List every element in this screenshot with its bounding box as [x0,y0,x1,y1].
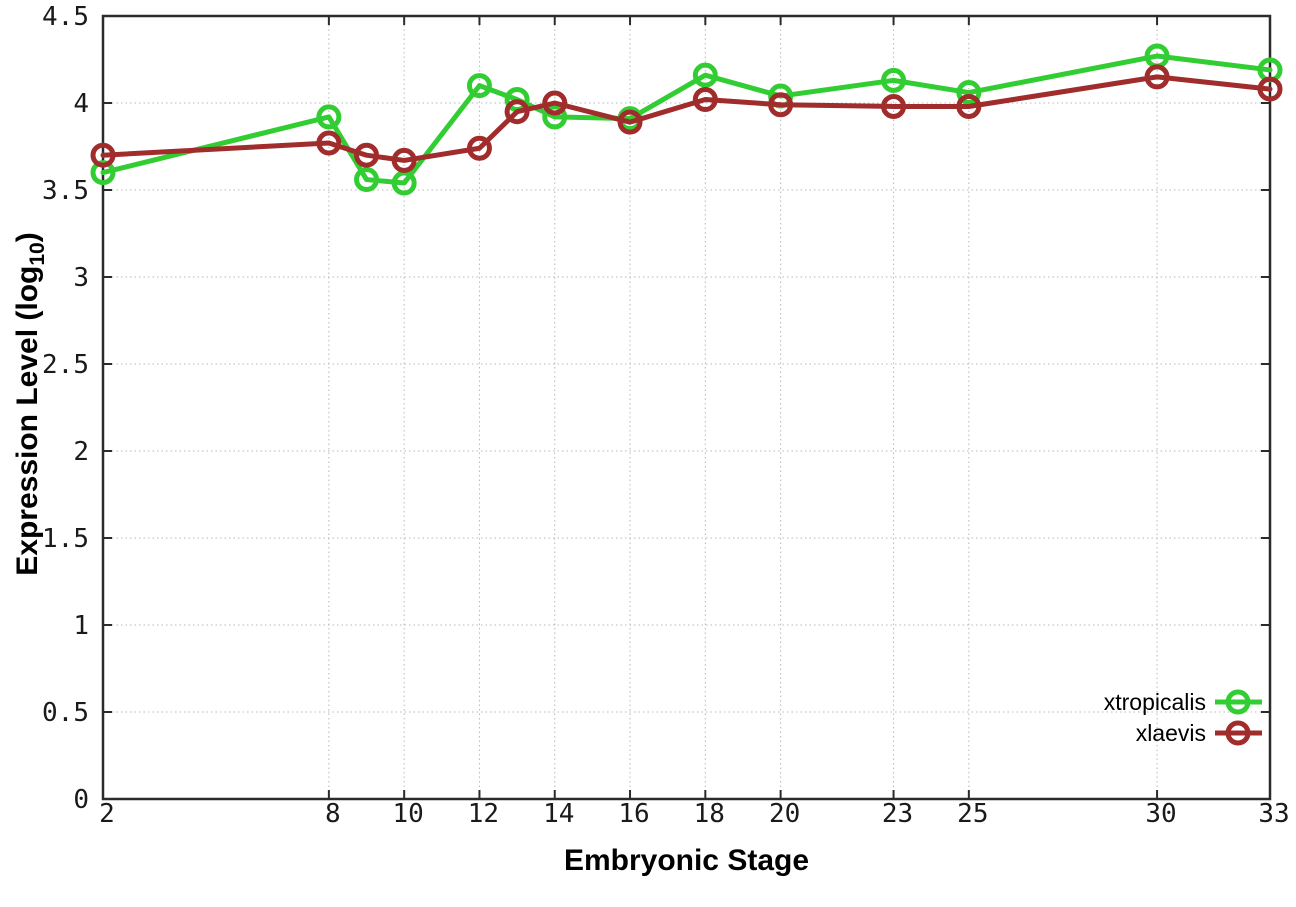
series-line [100,53,1273,186]
data-point-marker [354,142,380,168]
data-point-marker [466,135,492,161]
series-xtropicalis [90,43,1283,196]
x-tick-label: 23 [882,799,913,829]
y-tick-label: 0.5 [42,698,89,728]
data-point-marker [1144,64,1170,90]
data-point-marker [542,90,568,116]
data-point-marker [90,142,116,168]
series-xlaevis [90,64,1283,173]
data-point-marker [617,109,643,135]
data-point-marker [542,104,568,130]
plot-border [101,14,1272,801]
data-point-marker [316,104,342,130]
y-tick-labels: 0 0.5 1 1.5 2 2.5 3 3.5 4 4.5 [42,2,89,815]
data-point-marker [354,167,380,193]
legend-marker-sample [1225,689,1251,715]
y-axis-title-subscript: 10 [26,242,49,266]
legend-marker-sample [1225,720,1251,746]
y-tick-label: 1 [73,611,89,641]
data-point-marker [692,62,718,88]
y-axis-title-suffix: ) [11,232,44,243]
legend-item-xlaevis: xlaevis [1136,720,1262,746]
x-tick-label: 30 [1145,799,1176,829]
data-point-marker [391,170,417,196]
x-tick-label: 20 [769,799,800,829]
x-tick-label: 8 [325,799,341,829]
data-point-marker [768,92,794,118]
x-tick-label: 12 [468,799,499,829]
y-tick-label: 1.5 [42,524,89,554]
data-point-marker [881,93,907,119]
legend-label: xlaevis [1136,720,1206,746]
y-tick-label: 3.5 [42,176,89,206]
y-tick-label: 0 [73,785,89,815]
legend: xtropicalis xlaevis [1104,689,1262,746]
data-point-marker [466,73,492,99]
x-tick-label: 16 [618,799,649,829]
data-point-marker [956,80,982,106]
data-point-marker [1257,76,1283,102]
x-tick-label: 10 [393,799,424,829]
y-tick-label: 2.5 [42,350,89,380]
data-point-marker [90,160,116,186]
legend-label: xtropicalis [1104,689,1206,715]
legend-item-xtropicalis: xtropicalis [1104,689,1262,715]
data-point-marker [956,93,982,119]
y-axis-title-text: Expression Level (log [11,265,44,576]
x-axis-title: Embryonic Stage [563,844,810,877]
y-tick-label: 2 [73,437,89,467]
y-tick-label: 4.5 [42,2,89,32]
x-tick-label: 33 [1258,799,1289,829]
y-tick-label: 4 [73,89,89,119]
y-axis-title: Expression Level (log10) [6,164,50,644]
data-point-marker [504,99,530,125]
data-point-marker [692,87,718,113]
x-tick-label: 25 [957,799,988,829]
data-point-marker [316,130,342,156]
x-tick-label: 18 [694,799,725,829]
data-point-marker [881,67,907,93]
axis-ticks [102,15,1271,800]
series-line [100,74,1273,163]
x-tick-label: 14 [543,799,574,829]
data-point-marker [391,147,417,173]
x-tick-labels: 2 8 10 12 14 16 18 20 23 25 30 33 [99,799,1289,829]
gridlines [102,15,1271,800]
y-tick-label: 3 [73,263,89,293]
x-tick-label: 2 [99,799,115,829]
